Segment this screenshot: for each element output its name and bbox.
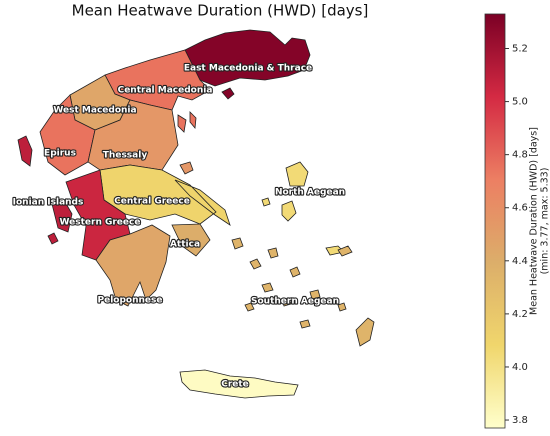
colorbar-tick-label: 4.0 [512,362,528,373]
region-label: West Macedonia [53,106,136,116]
region-label: Thessaly [103,151,148,161]
region [179,369,299,399]
colorbar-tick-label: 4.6 [512,203,528,214]
region-labels: East Macedonia & Thrace Central Macedonia… [12,62,347,390]
region-label: Epirus [44,149,76,159]
colorbar: 3.8 4.0 4.2 4.4 4.6 4.8 5.0 5.2 Mean Heatwave Du… [484,13,550,429]
region-label: East Macedonia & Thrace [184,64,312,74]
map [17,29,375,399]
region-label: Southern Aegean [251,297,339,307]
region-label: Peloponnese [98,296,163,306]
colorbar-tick-label: 5.2 [512,44,528,55]
colorbar-tick-label: 4.8 [512,150,528,161]
colorbar-tick-label: 3.8 [512,415,528,426]
colorbar-tick-label: 4.2 [512,309,528,320]
region-label: Western Greece [60,218,141,228]
region-label: Attica [170,240,200,250]
colorbar-label: Mean Heatwave Duration (HWD) [days] [529,127,540,315]
map-title: Mean Heatwave Duration (HWD) [days] [72,2,369,20]
region [87,99,194,175]
colorbar-tick-label: 5.0 [512,97,528,108]
region-label: Central Greece [114,197,190,207]
region [231,237,375,347]
colorbar-tick-label: 4.4 [512,256,528,267]
region-label: Central Macedonia [118,86,213,96]
region [184,29,311,100]
region [95,224,171,307]
region [17,135,73,245]
region [171,223,211,257]
region [261,161,345,256]
colorbar-label: (min: 3.77, max: 5.33) [540,168,550,275]
region-label: Crete [221,380,249,390]
colorbar-scale [484,13,506,429]
region-label: North Aegean [275,188,345,198]
region-label: Ionian Islands [13,198,84,208]
